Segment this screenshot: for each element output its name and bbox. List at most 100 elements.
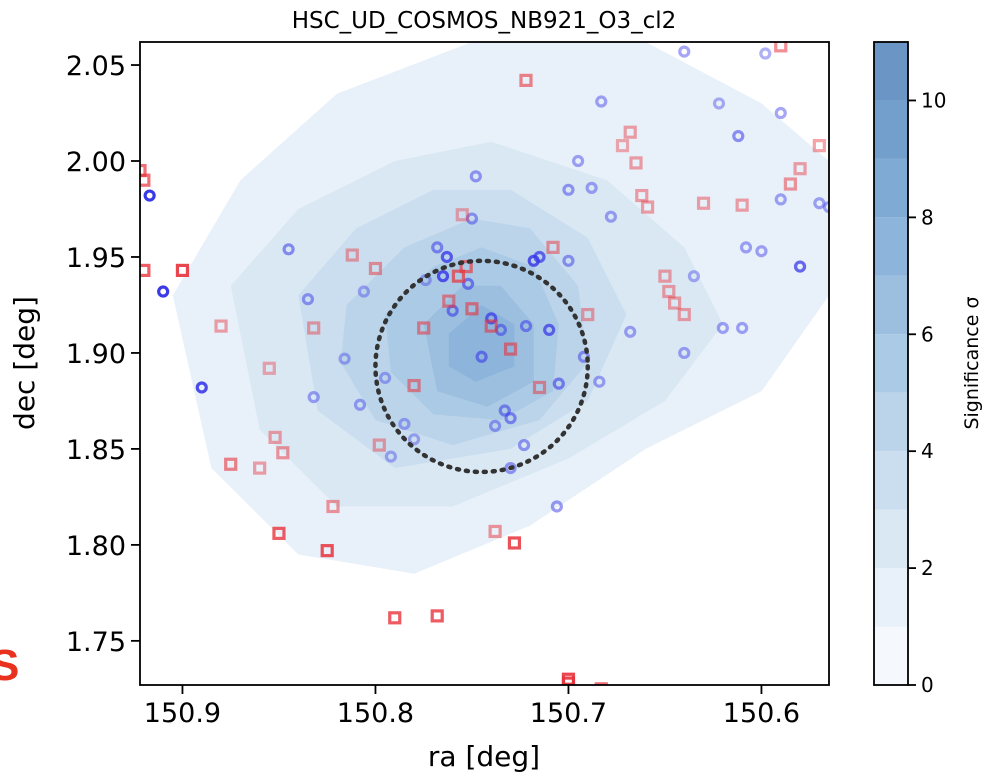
blue-circle-marker [504,462,517,475]
red-square-marker [430,609,444,623]
blue-circle-marker [475,350,488,363]
blue-circle-marker [357,285,370,298]
red-square-marker [388,611,402,625]
red-square-marker [224,457,238,471]
y-tick-label: 1.75 [66,627,126,658]
blue-circle-marker [379,371,392,384]
blue-circle-marker [687,270,701,283]
red-square-marker [561,676,576,685]
colorbar-ticks: 0 2 4 6 8 10 [908,88,946,697]
red-square-marker [507,536,522,550]
red-square-marker [484,319,498,333]
blue-circle-marker [774,106,787,120]
red-square-marker [640,200,655,214]
red-square-marker [774,42,788,53]
colorbar-tick-label: 2 [921,556,934,580]
y-tick-label: 1.90 [66,339,126,370]
red-square-marker [140,173,151,187]
blue-circle-marker [517,438,531,452]
red-square-marker [783,177,798,191]
red-square-marker [696,196,711,210]
blue-circle-marker [577,350,590,363]
red-square-marker [345,248,359,262]
colorbar-band [874,158,908,218]
red-square-marker [668,296,682,310]
blue-circle-marker [440,250,453,264]
blue-circle-marker [543,323,556,337]
red-square-marker [488,524,502,539]
red-square-marker [140,164,147,178]
red-square-marker [581,307,595,322]
blue-circle-marker [593,375,606,388]
red-square-marker [532,380,547,395]
red-square-marker [451,269,466,283]
colorbar-tick-label: 6 [921,322,934,346]
blue-circle-marker [407,433,421,446]
red-square-marker [465,302,479,316]
x-tick-label: 150.7 [530,698,607,729]
blue-circle-marker [716,321,729,335]
colorbar-tick-label: 0 [921,673,934,697]
blue-circle-marker [157,285,170,298]
x-tick-label: 150.6 [723,698,800,729]
colorbar-tick-label: 4 [921,439,934,463]
red-square-marker [276,446,290,460]
y-tick-label: 2.00 [66,147,126,178]
colorbar-band [874,217,908,276]
blue-circle-marker [678,346,691,360]
y-tick-label: 1.80 [66,531,126,562]
blue-circle-marker [774,193,787,206]
red-square-marker [503,342,518,356]
blue-circle-marker [732,129,745,143]
red-square-marker [519,73,533,87]
red-square-marker [368,261,383,276]
y-tick-label: 1.95 [66,243,126,274]
blue-circle-marker [461,277,475,290]
red-square-marker [793,162,807,176]
blue-circle-marker [739,241,753,254]
significance-contours [172,42,829,574]
red-square-marker [268,430,282,444]
plot-frame [139,41,830,686]
colorbar-title: Significance σ [961,296,983,429]
y-axis-ticks: 1.75 1.80 1.85 1.90 1.95 2.00 2.05 [66,51,140,658]
colorbar-band [874,275,908,335]
blue-circle-marker [624,325,637,338]
x-tick-label: 150.9 [144,698,221,729]
red-square-marker [407,378,421,393]
colorbar-band [874,42,908,101]
y-tick-label: 1.85 [66,435,126,466]
blue-circle-marker [465,212,479,225]
blue-circle-marker [384,450,397,463]
blue-circle-marker [498,404,511,417]
red-square-marker [442,294,456,308]
blue-circle-marker [793,260,807,273]
colorbar-band [874,392,908,452]
red-square-marker [594,682,608,685]
red-square-marker [417,321,431,335]
red-square-marker [615,139,630,153]
colorbar-band [874,100,908,159]
colorbar [874,42,908,685]
colorbar-band [874,334,908,393]
x-axis-ticks: 150.9 150.8 150.7 150.6 [144,685,800,729]
colorbar-band [874,568,908,627]
red-square-marker [546,240,560,254]
blue-circle-marker [353,398,367,411]
red-square-marker [735,198,749,212]
colorbar-band [874,626,908,685]
blue-circle-marker [834,185,843,194]
red-square-marker [623,125,637,139]
blue-circle-marker [822,200,829,214]
red-square-marker [326,499,340,514]
blue-circle-marker [301,293,315,306]
blue-circle-marker [562,254,575,267]
colorbar-band [874,509,908,569]
blue-circle-marker [469,170,482,183]
colorbar-band [874,451,908,510]
blue-circle-marker [595,95,608,108]
blue-circle-marker [604,210,618,223]
red-square-marker [629,156,643,170]
x-axis-title: ra [deg] [428,740,540,773]
blue-circle-marker [436,270,450,283]
